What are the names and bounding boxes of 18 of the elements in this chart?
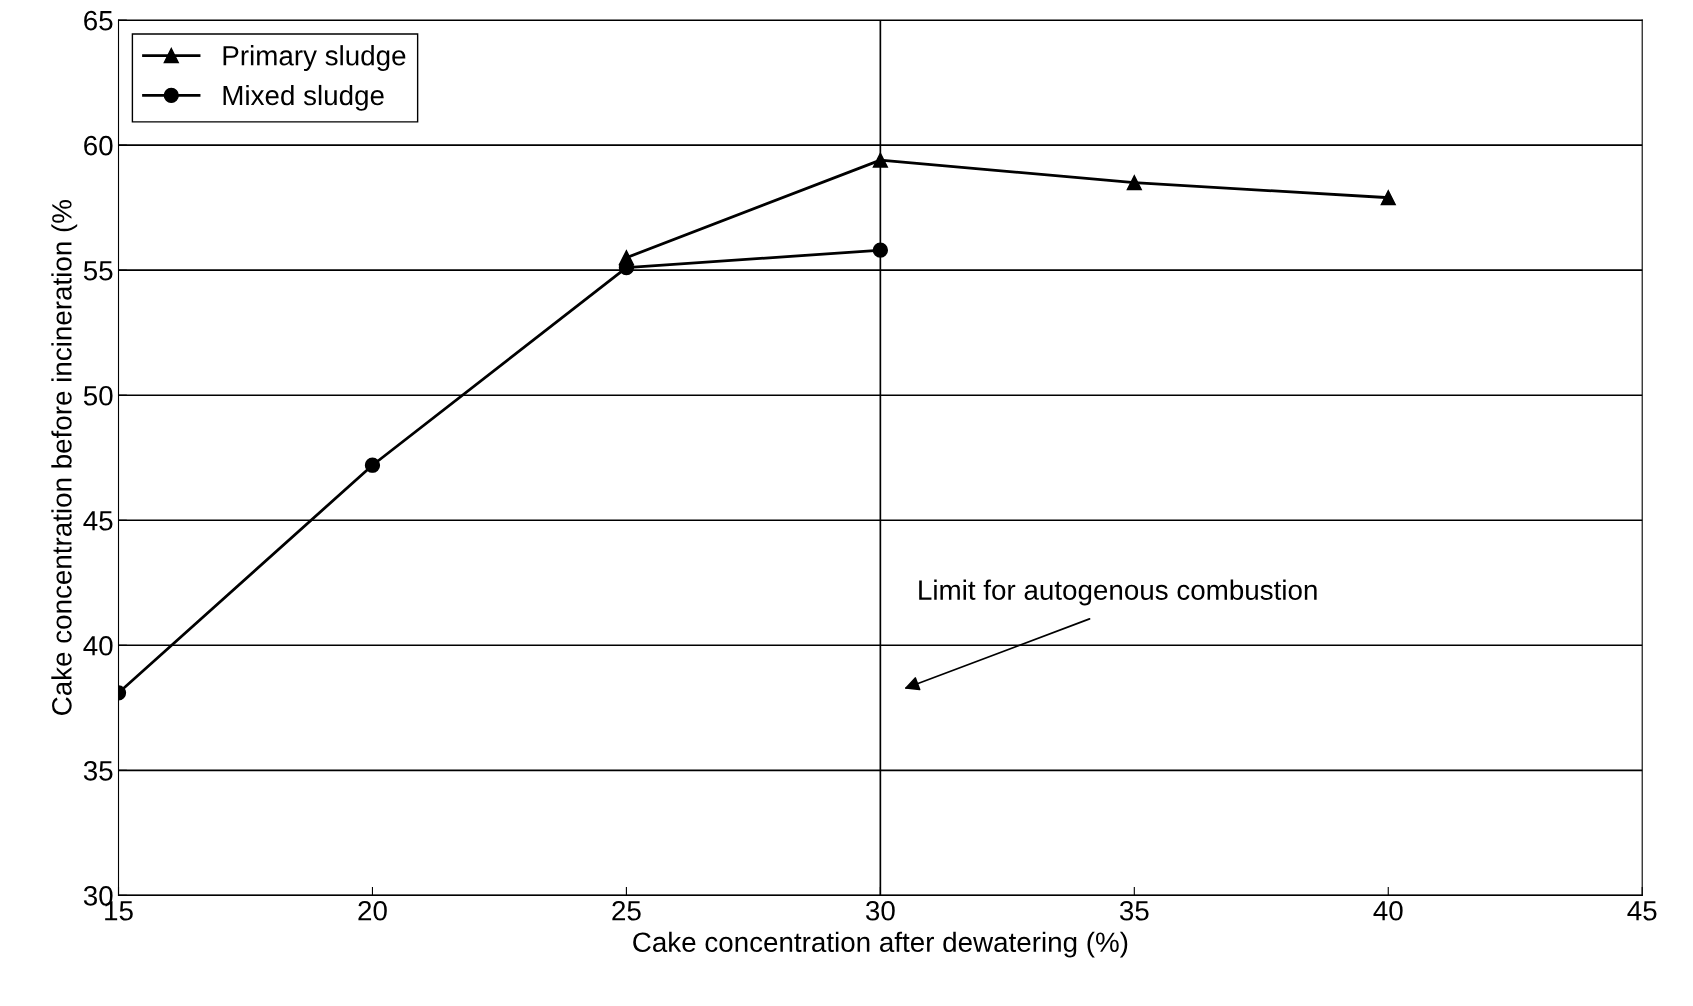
y-axis-title: Cake concentration before incineration (% (51, 200, 78, 715)
y-tick-label: 35 (83, 760, 113, 781)
x-tick-label: 45 (1627, 901, 1657, 921)
x-tick-label: 25 (612, 900, 641, 921)
annotation: Limit for autogenous combustion (919, 579, 1317, 606)
x-tick-label: 35 (1119, 900, 1149, 921)
y-tick-label: 65 (84, 10, 113, 31)
y-tick-label: 55 (83, 261, 113, 281)
x-tick-label: 20 (358, 900, 387, 921)
x-axis-title: Cake concentration after dewatering (%) (633, 931, 1128, 958)
y-tick-label: 50 (83, 385, 113, 406)
x-tick-label: 30 (865, 900, 895, 921)
legend-label: Mixed sludge (223, 84, 384, 111)
y-tick-label: 60 (84, 135, 113, 156)
legend-label: Primary sludge (223, 45, 406, 72)
x-tick-label: 40 (1373, 900, 1403, 921)
y-tick-label: 40 (83, 635, 113, 656)
y-tick-label: 45 (83, 511, 113, 531)
